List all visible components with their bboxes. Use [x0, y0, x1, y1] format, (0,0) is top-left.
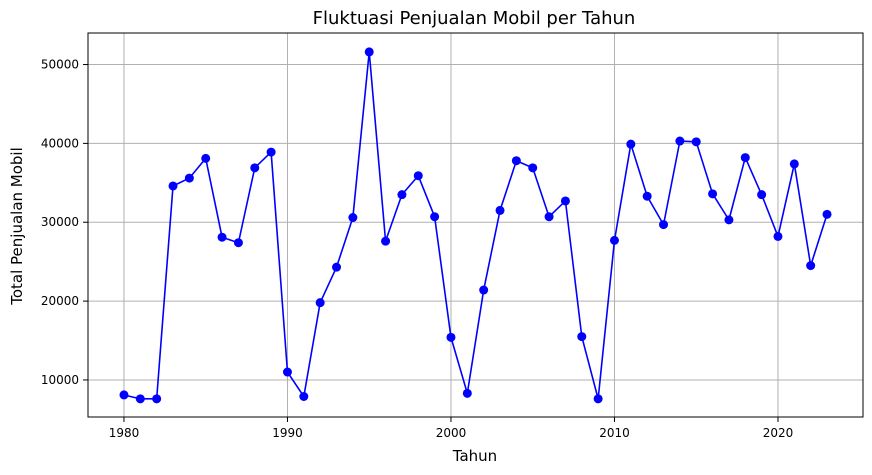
data-point: [413, 171, 423, 181]
data-point: [822, 209, 832, 219]
data-point: [479, 285, 489, 295]
data-point: [659, 220, 669, 230]
data-point: [381, 236, 391, 246]
data-point: [446, 332, 456, 342]
data-point: [364, 47, 374, 57]
data-point: [528, 163, 538, 173]
data-point: [740, 153, 750, 163]
data-point: [299, 391, 309, 401]
x-tick-label: 2010: [599, 426, 630, 440]
data-point: [609, 235, 619, 245]
data-series: [119, 47, 832, 404]
data-point: [642, 191, 652, 201]
x-tick-label: 2000: [436, 426, 467, 440]
data-point: [462, 388, 472, 398]
data-point: [675, 136, 685, 146]
data-point: [217, 232, 227, 242]
plot-frame: [87, 32, 864, 418]
data-point: [315, 298, 325, 308]
data-point: [119, 390, 129, 400]
data-point: [397, 190, 407, 200]
data-point: [691, 137, 701, 147]
data-point: [773, 231, 783, 241]
data-point: [593, 394, 603, 404]
x-axis-ticks: 1980 1990 2000 2010 2020: [109, 417, 794, 440]
data-point: [332, 262, 342, 272]
data-point: [626, 139, 636, 149]
data-point: [168, 181, 178, 191]
data-point: [282, 367, 292, 377]
data-point: [266, 147, 276, 157]
data-point: [233, 238, 243, 248]
y-tick-label: 20000: [41, 294, 79, 308]
data-point: [348, 213, 358, 223]
y-tick-label: 40000: [41, 136, 79, 150]
y-tick-label: 50000: [41, 58, 79, 72]
y-tick-label: 10000: [41, 373, 79, 387]
data-point: [724, 215, 734, 225]
x-tick-label: 1980: [109, 426, 140, 440]
chart-title: Fluktuasi Penjualan Mobil per Tahun: [313, 8, 636, 29]
data-point: [495, 205, 505, 215]
data-point: [806, 261, 816, 271]
y-tick-label: 30000: [41, 215, 79, 229]
data-point: [708, 189, 718, 199]
x-axis-title: Tahun: [452, 447, 497, 465]
data-point: [577, 332, 587, 342]
data-point: [250, 163, 260, 173]
data-point: [757, 190, 767, 200]
data-point: [201, 153, 211, 163]
data-point: [430, 212, 440, 222]
grid-lines: [88, 33, 863, 417]
x-tick-label: 1990: [272, 426, 303, 440]
series-line: [123, 51, 828, 400]
data-point: [152, 394, 162, 404]
data-point: [184, 173, 194, 183]
data-point: [135, 394, 145, 404]
x-tick-label: 2020: [763, 426, 794, 440]
y-axis-ticks: 10000 20000 30000 40000 50000: [41, 58, 88, 387]
y-axis-title: Total Penjualan Mobil: [8, 147, 26, 306]
data-point: [789, 159, 799, 169]
data-point: [511, 156, 521, 166]
data-point: [544, 212, 554, 222]
data-point: [560, 196, 570, 206]
